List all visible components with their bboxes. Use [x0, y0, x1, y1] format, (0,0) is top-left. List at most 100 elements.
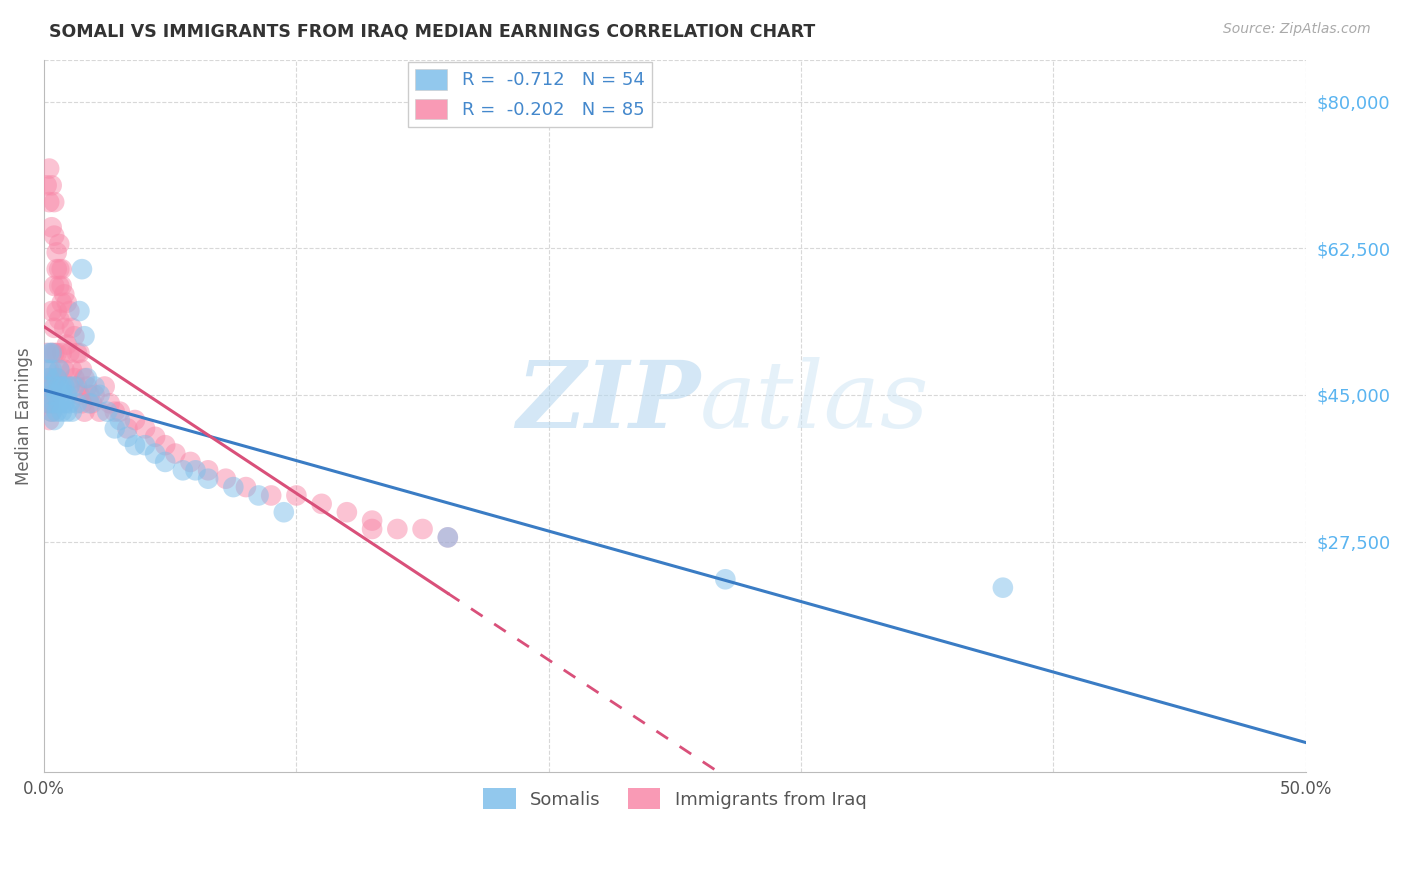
Point	[48, 379, 70, 393]
Point	[134, 421, 156, 435]
Point	[67, 304, 90, 318]
Point	[63, 379, 86, 393]
Point	[58, 346, 80, 360]
Text: atlas: atlas	[700, 357, 929, 447]
Point	[70, 262, 93, 277]
Point	[53, 363, 76, 377]
Point	[58, 379, 80, 393]
Point	[48, 237, 70, 252]
Point	[58, 304, 80, 318]
Text: ZIP: ZIP	[516, 357, 700, 447]
Point	[41, 388, 63, 402]
Point	[45, 245, 67, 260]
Point	[45, 371, 67, 385]
Point	[41, 346, 63, 360]
Point	[436, 530, 458, 544]
Point	[45, 404, 67, 418]
Point	[35, 178, 58, 193]
Point	[124, 413, 146, 427]
Point	[44, 413, 66, 427]
Point	[48, 262, 70, 277]
Point	[117, 421, 139, 435]
Point	[117, 430, 139, 444]
Point	[53, 287, 76, 301]
Point	[155, 438, 177, 452]
Point	[285, 488, 308, 502]
Point	[48, 279, 70, 293]
Point	[66, 396, 89, 410]
Point	[45, 371, 67, 385]
Point	[80, 396, 103, 410]
Point	[41, 404, 63, 418]
Point	[108, 413, 131, 427]
Point	[98, 396, 121, 410]
Legend: Somalis, Immigrants from Iraq: Somalis, Immigrants from Iraq	[477, 781, 873, 816]
Point	[76, 379, 98, 393]
Point	[215, 472, 238, 486]
Point	[222, 480, 245, 494]
Point	[143, 446, 166, 460]
Point	[89, 388, 111, 402]
Point	[83, 379, 105, 393]
Point	[41, 178, 63, 193]
Point	[44, 371, 66, 385]
Point	[89, 404, 111, 418]
Point	[70, 396, 93, 410]
Point	[336, 505, 359, 519]
Point	[38, 346, 60, 360]
Point	[44, 195, 66, 210]
Point	[311, 497, 333, 511]
Point	[124, 438, 146, 452]
Point	[45, 346, 67, 360]
Point	[38, 161, 60, 176]
Point	[38, 396, 60, 410]
Y-axis label: Median Earnings: Median Earnings	[15, 347, 32, 484]
Point	[48, 363, 70, 377]
Point	[48, 312, 70, 326]
Point	[412, 522, 434, 536]
Point	[73, 329, 96, 343]
Point	[45, 262, 67, 277]
Point	[108, 404, 131, 418]
Point	[73, 404, 96, 418]
Point	[45, 304, 67, 318]
Point	[56, 388, 79, 402]
Point	[155, 455, 177, 469]
Point	[197, 463, 219, 477]
Point	[247, 488, 270, 502]
Point	[361, 514, 384, 528]
Point	[48, 363, 70, 377]
Point	[51, 404, 73, 418]
Point	[41, 363, 63, 377]
Point	[79, 396, 101, 410]
Point	[104, 404, 127, 418]
Point	[260, 488, 283, 502]
Point	[53, 321, 76, 335]
Point	[38, 371, 60, 385]
Point	[73, 371, 96, 385]
Point	[51, 346, 73, 360]
Point	[51, 262, 73, 277]
Point	[58, 379, 80, 393]
Point	[60, 363, 83, 377]
Point	[235, 480, 257, 494]
Point	[48, 396, 70, 410]
Point	[93, 379, 115, 393]
Point	[41, 346, 63, 360]
Point	[143, 430, 166, 444]
Point	[35, 346, 58, 360]
Point	[51, 279, 73, 293]
Point	[41, 404, 63, 418]
Point	[361, 522, 384, 536]
Point	[45, 388, 67, 402]
Point	[63, 371, 86, 385]
Point	[51, 379, 73, 393]
Point	[38, 363, 60, 377]
Point	[67, 388, 90, 402]
Text: SOMALI VS IMMIGRANTS FROM IRAQ MEDIAN EARNINGS CORRELATION CHART: SOMALI VS IMMIGRANTS FROM IRAQ MEDIAN EA…	[49, 22, 815, 40]
Text: Source: ZipAtlas.com: Source: ZipAtlas.com	[1223, 22, 1371, 37]
Point	[56, 295, 79, 310]
Point	[60, 404, 83, 418]
Point	[58, 396, 80, 410]
Point	[172, 463, 194, 477]
